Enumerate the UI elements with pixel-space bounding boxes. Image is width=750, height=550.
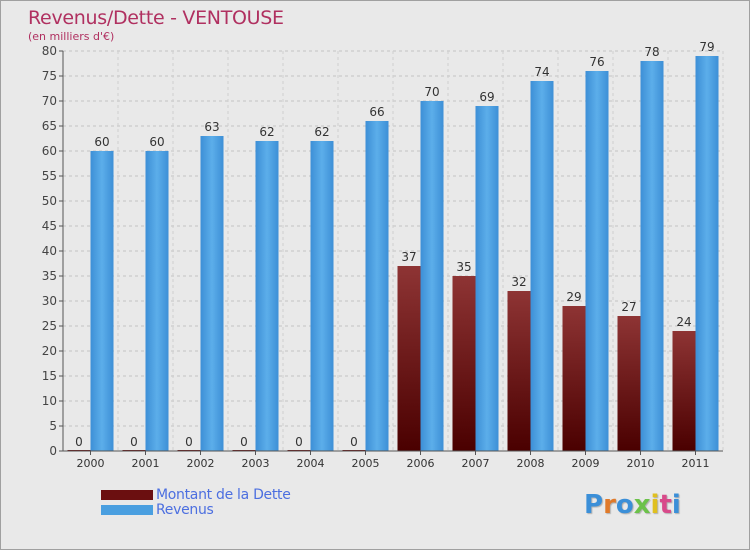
y-tick-label: 60	[42, 144, 57, 158]
bar-dette-2008	[507, 291, 531, 451]
y-tick-label: 15	[42, 369, 57, 383]
logo-letter: x	[633, 490, 651, 520]
legend-item-dette: Montant de la Dette	[101, 487, 291, 503]
bar-dette-2006	[397, 266, 421, 451]
y-tick-label: 55	[42, 169, 57, 183]
x-tick-label: 2009	[572, 457, 600, 470]
data-label-dette-2004: 0	[295, 435, 303, 449]
x-tick-label: 2004	[297, 457, 325, 470]
y-tick-label: 70	[42, 94, 57, 108]
chart-subtitle: (en milliers d'€)	[28, 30, 115, 43]
legend-label-revenus: Revenus	[156, 502, 214, 518]
bar-revenus-2009	[585, 71, 609, 451]
data-label-dette-2000: 0	[75, 435, 83, 449]
logo-letter: t	[659, 490, 672, 520]
data-label-revenus-2008: 74	[534, 65, 549, 79]
logo-letter: i	[650, 490, 660, 520]
bar-dette-2011	[672, 331, 696, 451]
bar-revenus-2001	[145, 151, 169, 451]
data-label-dette-2007: 35	[456, 260, 471, 274]
bar-dette-2010	[617, 316, 641, 451]
data-label-revenus-2011: 79	[699, 40, 714, 54]
legend-label-dette: Montant de la Dette	[156, 487, 291, 503]
data-label-dette-2001: 0	[130, 435, 138, 449]
y-tick-label: 20	[42, 344, 57, 358]
logo-letter: i	[671, 490, 681, 520]
bar-revenus-2003	[255, 141, 279, 451]
data-label-revenus-2009: 76	[589, 55, 604, 69]
logo-letter: r	[603, 490, 616, 520]
data-label-revenus-2000: 60	[94, 135, 109, 149]
bar-revenus-2010	[640, 61, 664, 451]
legend-swatch-revenus	[101, 505, 153, 515]
data-label-revenus-2004: 62	[314, 125, 329, 139]
x-tick-label: 2008	[517, 457, 545, 470]
x-tick-label: 2003	[242, 457, 270, 470]
bar-revenus-2004	[310, 141, 334, 451]
y-tick-label: 25	[42, 319, 57, 333]
proxiti-logo: Proxiti	[584, 490, 681, 520]
y-tick-label: 10	[42, 394, 57, 408]
logo-letter: o	[615, 490, 634, 520]
data-label-revenus-2007: 69	[479, 90, 494, 104]
y-tick-label: 30	[42, 294, 57, 308]
legend-item-revenus: Revenus	[101, 502, 214, 518]
y-tick-label: 35	[42, 269, 57, 283]
y-tick-label: 50	[42, 194, 57, 208]
x-tick-label: 2002	[187, 457, 215, 470]
logo-letter: P	[584, 490, 604, 520]
data-label-dette-2003: 0	[240, 435, 248, 449]
bar-revenus-2000	[90, 151, 114, 451]
data-label-dette-2006: 37	[401, 250, 416, 264]
x-tick-label: 2010	[627, 457, 655, 470]
bar-dette-2007	[452, 276, 476, 451]
legend-swatch-dette	[101, 490, 153, 500]
data-label-dette-2008: 32	[511, 275, 526, 289]
data-label-revenus-2010: 78	[644, 45, 659, 59]
y-tick-label: 65	[42, 119, 57, 133]
y-tick-label: 45	[42, 219, 57, 233]
y-tick-label: 0	[49, 444, 57, 458]
y-tick-label: 5	[49, 419, 57, 433]
x-tick-label: 2000	[77, 457, 105, 470]
data-label-revenus-2001: 60	[149, 135, 164, 149]
x-tick-label: 2007	[462, 457, 490, 470]
data-label-dette-2009: 29	[566, 290, 581, 304]
bar-revenus-2011	[695, 56, 719, 451]
y-tick-label: 40	[42, 244, 57, 258]
x-tick-label: 2006	[407, 457, 435, 470]
data-label-revenus-2003: 62	[259, 125, 274, 139]
data-label-revenus-2005: 66	[369, 105, 384, 119]
y-tick-label: 80	[42, 44, 57, 58]
x-tick-label: 2011	[682, 457, 710, 470]
data-label-revenus-2002: 63	[204, 120, 219, 134]
data-label-dette-2005: 0	[350, 435, 358, 449]
bar-revenus-2002	[200, 136, 224, 451]
bar-revenus-2007	[475, 106, 499, 451]
data-label-dette-2011: 24	[676, 315, 691, 329]
x-tick-label: 2005	[352, 457, 380, 470]
y-tick-label: 75	[42, 69, 57, 83]
bar-revenus-2008	[530, 81, 554, 451]
bar-revenus-2005	[365, 121, 389, 451]
data-label-dette-2002: 0	[185, 435, 193, 449]
chart-title: Revenus/Dette - VENTOUSE	[28, 7, 284, 29]
data-label-revenus-2006: 70	[424, 85, 439, 99]
bar-dette-2009	[562, 306, 586, 451]
data-label-dette-2010: 27	[621, 300, 636, 314]
x-tick-label: 2001	[132, 457, 160, 470]
bar-revenus-2006	[420, 101, 444, 451]
